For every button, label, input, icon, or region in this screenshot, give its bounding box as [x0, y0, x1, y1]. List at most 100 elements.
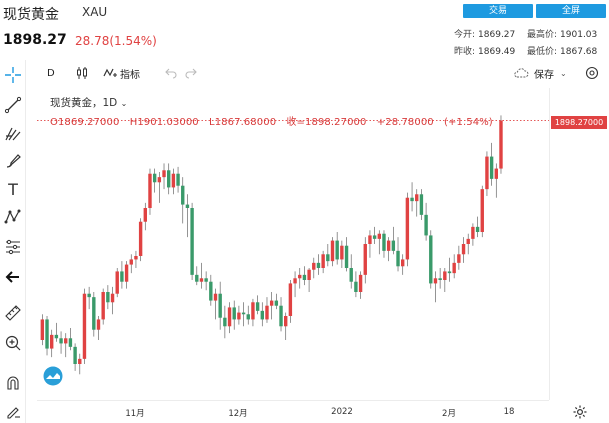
candle — [171, 168, 176, 195]
candle — [50, 329, 54, 358]
settings-icon[interactable] — [585, 64, 599, 82]
candle — [298, 268, 302, 289]
drawing-toolbar: T — [0, 60, 26, 423]
candle — [204, 271, 208, 291]
ohlc-change-pct: (+1.54%) — [444, 117, 493, 128]
candle — [279, 297, 283, 332]
candle — [195, 266, 199, 286]
interval-select[interactable]: D — [47, 67, 55, 79]
candle — [354, 271, 358, 298]
candle — [340, 240, 344, 268]
prev-close-label: 昨收: — [454, 47, 476, 57]
candle — [167, 163, 171, 195]
candle — [152, 168, 157, 193]
candle — [358, 271, 363, 299]
pitchfork-icon[interactable] — [2, 122, 24, 144]
candle — [223, 305, 227, 339]
ohlc-readout: O1869.27000 H1901.03000 L1867.68000 收=18… — [50, 113, 500, 128]
open-label: 今开: — [454, 30, 476, 40]
gear-icon[interactable] — [572, 404, 588, 420]
candle — [181, 177, 185, 224]
legend-chevron-icon: ⌄ — [120, 99, 128, 108]
chart-title: 现货黄金，1D — [50, 97, 118, 109]
candle — [363, 237, 367, 284]
candlestick-chart[interactable] — [37, 88, 549, 400]
redo-icon[interactable] — [184, 64, 198, 82]
candle — [143, 202, 147, 231]
time-tick-label: 2022 — [331, 407, 353, 417]
indicators-button[interactable]: 指标 — [103, 64, 140, 82]
candle — [494, 163, 498, 198]
chart-legend-title[interactable]: 现货黄金，1D ⌄ — [50, 95, 127, 110]
candle — [401, 254, 405, 275]
candle — [368, 230, 372, 258]
lock-drawing-icon[interactable] — [2, 400, 24, 422]
candle — [269, 292, 274, 320]
time-axis[interactable]: 11月 12月 2022 2月 18 — [37, 400, 549, 423]
candle — [443, 268, 447, 292]
pattern-icon[interactable] — [2, 206, 24, 228]
candle — [321, 250, 325, 274]
ruler-icon[interactable] — [2, 302, 24, 324]
candle — [382, 230, 386, 258]
back-arrow-icon[interactable] — [2, 266, 24, 288]
text-tool-icon[interactable]: T — [8, 179, 18, 199]
instrument-name: 现货黄金 — [3, 7, 59, 23]
last-price-tag: 1898.27000 — [551, 116, 607, 129]
crosshair-icon[interactable] — [2, 64, 24, 86]
candle — [475, 216, 480, 238]
candle — [461, 237, 466, 263]
candle — [466, 233, 470, 255]
price-change: 28.78(1.54%) — [75, 34, 157, 48]
candle — [185, 194, 190, 238]
candle — [447, 257, 452, 282]
high-stat: 最高价: 1901.03 — [527, 27, 597, 40]
candle — [213, 288, 218, 320]
prediction-icon[interactable] — [2, 236, 24, 258]
candle — [415, 189, 419, 217]
quote-header: 现货黄金 XAU 1898.27 28.78(1.54%) 交易 全屏 今开: 1… — [0, 0, 609, 58]
candle — [419, 189, 424, 220]
candle — [59, 331, 63, 354]
candle — [78, 353, 82, 375]
candle — [40, 314, 45, 346]
chart-pane[interactable] — [37, 88, 549, 400]
candle — [110, 286, 115, 315]
fullscreen-button[interactable]: 全屏 — [536, 4, 606, 18]
candle — [293, 271, 297, 298]
magnet-icon[interactable] — [2, 372, 24, 394]
chevron-down-icon: ⌄ — [560, 68, 567, 78]
brush-icon[interactable] — [2, 150, 24, 172]
tradingview-logo-icon[interactable] — [42, 366, 64, 386]
save-button[interactable]: 保存 ⌄ — [512, 64, 567, 82]
candle — [429, 230, 433, 289]
candle — [115, 268, 119, 298]
candle — [129, 254, 133, 274]
candle — [433, 271, 438, 303]
candle — [124, 261, 129, 289]
prev-close-value: 1869.49 — [478, 47, 516, 57]
price-axis[interactable] — [549, 88, 609, 400]
candle — [73, 343, 77, 371]
candle — [96, 316, 101, 340]
candle — [344, 237, 349, 272]
trade-button[interactable]: 交易 — [463, 4, 533, 18]
time-tick-label: 2月 — [442, 409, 456, 419]
ohlc-change: +28.78000 — [376, 117, 434, 128]
candle — [246, 305, 250, 325]
candle-style-icon[interactable] — [75, 64, 89, 82]
candle — [251, 298, 255, 327]
candle — [227, 302, 232, 334]
undo-icon[interactable] — [164, 64, 178, 82]
candle — [457, 245, 461, 270]
candle — [485, 151, 489, 196]
high-value: 1901.03 — [560, 30, 598, 40]
candle — [87, 286, 91, 310]
open-value: 1869.27 — [478, 30, 516, 40]
candle — [471, 223, 475, 246]
candle — [162, 163, 166, 190]
trend-line-icon[interactable] — [2, 94, 24, 116]
zoom-in-icon[interactable] — [2, 332, 24, 354]
ohlc-high: H1901.03000 — [129, 117, 199, 128]
candle — [316, 254, 321, 275]
